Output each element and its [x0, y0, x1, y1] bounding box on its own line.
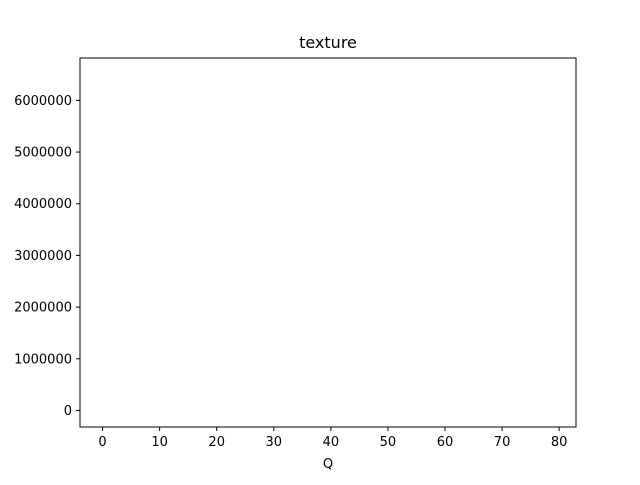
- x-axis: 0 10 20 30 40 50 60 70 80: [98, 427, 567, 450]
- y-tick-label: 6000000: [14, 94, 72, 109]
- chart-title: texture: [299, 33, 357, 52]
- y-tick-label: 2000000: [14, 301, 72, 316]
- y-tick-label: 3000000: [14, 249, 72, 264]
- y-tick-label: 1000000: [14, 352, 72, 367]
- x-tick-label: 80: [551, 435, 568, 450]
- y-tick-label: 4000000: [14, 197, 72, 212]
- x-tick-label: 50: [380, 435, 397, 450]
- y-tick-label: 0: [64, 404, 72, 419]
- x-tick-label: 30: [266, 435, 283, 450]
- x-tick-label: 60: [437, 435, 454, 450]
- y-axis: 0 1000000 2000000 3000000 4000000 5000000 6000…: [14, 94, 80, 419]
- x-tick-label: 40: [323, 435, 340, 450]
- x-axis-label: Q: [323, 457, 333, 472]
- x-tick-label: 70: [494, 435, 511, 450]
- x-tick-label: 10: [151, 435, 168, 450]
- x-tick-label: 0: [98, 435, 106, 450]
- plot-area-frame: [79, 57, 577, 428]
- y-tick-label: 5000000: [14, 146, 72, 161]
- x-tick-label: 20: [208, 435, 225, 450]
